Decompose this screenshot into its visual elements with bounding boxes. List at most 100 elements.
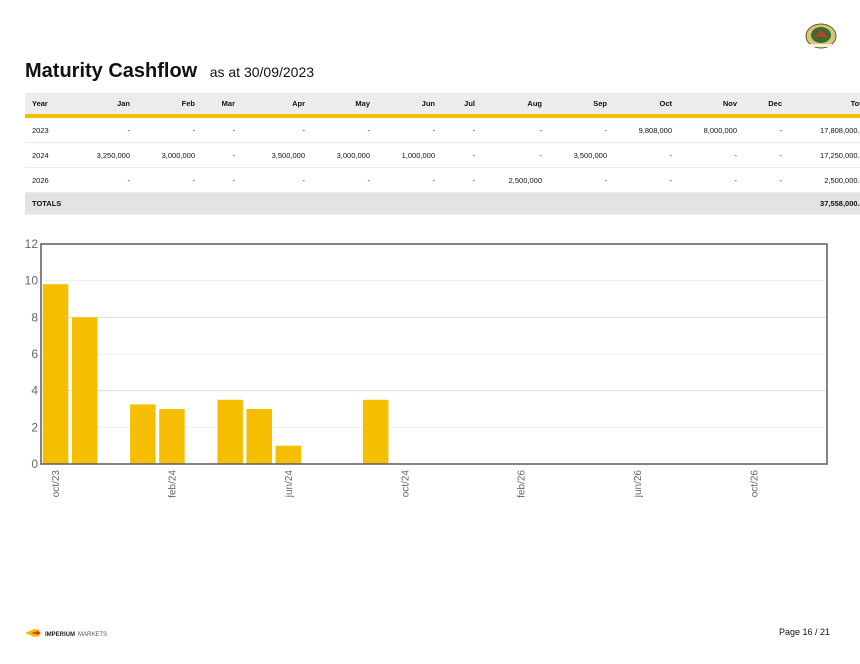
chart-bars	[42, 284, 389, 464]
table-cell: -	[377, 167, 442, 193]
table-cell: 1,000,000	[377, 142, 442, 168]
x-tick-label: feb/26	[517, 470, 528, 498]
table-cell: 2,500,000.00	[789, 167, 860, 193]
maturity-table: Year Jan Feb Mar Apr May Jun Jul Aug Sep Oct Nov Dec…	[25, 93, 860, 215]
table-cell: 2,500,000	[482, 167, 549, 193]
y-tick-label: 6	[31, 347, 38, 361]
column-header: Jun	[377, 93, 442, 118]
column-header: Aug	[482, 93, 549, 118]
table-row: 2026-------2,500,000----2,500,000.00	[25, 167, 860, 193]
table-cell: 2024	[25, 142, 67, 168]
y-tick-label: 8	[31, 310, 38, 324]
x-tick-label: feb/24	[168, 470, 179, 498]
table-header-row: Year Jan Feb Mar Apr May Jun Jul Aug Sep Oct Nov Dec…	[25, 93, 860, 118]
totals-row: TOTALS 37,558,000.00	[25, 192, 860, 215]
column-header: Oct	[614, 93, 679, 118]
y-axis: 0 2 4 6 8 10 12	[25, 237, 39, 471]
table-cell: -	[614, 167, 679, 193]
x-tick-label: oct/24	[400, 470, 411, 498]
table-cell: -	[482, 142, 549, 168]
table-cell: 2023	[25, 116, 67, 143]
table-cell: -	[744, 142, 789, 168]
footer-brand-2: MARKETS	[78, 632, 107, 638]
table-cell: 3,500,000	[549, 142, 614, 168]
column-header: Feb	[137, 93, 202, 118]
x-tick-label: jun/24	[284, 470, 295, 499]
column-header: Year	[25, 93, 67, 118]
y-tick-label: 2	[31, 420, 38, 434]
totals-value: 37,558,000.00	[789, 192, 860, 215]
plot-frame	[40, 243, 828, 465]
table-cell: -	[549, 116, 614, 143]
table-cell: -	[137, 167, 202, 193]
table-cell: -	[744, 116, 789, 143]
table-row: 2023- - - - - - - - -9,808,000 8,000,000-17,808,0…	[25, 116, 860, 143]
footer-brand: IMPERIUM	[45, 632, 75, 638]
table-cell: -	[242, 116, 312, 143]
table-cell: -	[549, 167, 614, 193]
table-cell: -	[744, 167, 789, 193]
table-cell: -	[202, 167, 242, 193]
page-subtitle: as at 30/09/2023	[209, 64, 315, 80]
table-cell: 3,000,000	[312, 142, 377, 168]
table-cell: -	[679, 142, 744, 168]
column-header: May	[312, 93, 377, 118]
table-cell: 2026	[25, 167, 67, 193]
table-cell: -	[312, 167, 377, 193]
y-tick-label: 0	[31, 457, 38, 471]
table-cell: 17,250,000.00	[789, 142, 860, 168]
table-cell: 17,808,000.00	[789, 116, 860, 143]
bar	[217, 399, 243, 464]
bar	[246, 409, 272, 464]
x-tick-label: jun/26	[633, 470, 644, 499]
table-cell: -	[442, 142, 482, 168]
table-cell: -	[202, 142, 242, 168]
bar	[42, 284, 69, 464]
table-cell: 9,808,000	[614, 116, 679, 143]
column-header: Apr	[242, 93, 312, 118]
totals-spacer	[67, 192, 789, 215]
table-cell: -	[242, 167, 312, 193]
table-cell: 3,250,000	[67, 142, 137, 168]
table-cell: -	[67, 167, 137, 193]
council-seal-logo	[805, 23, 837, 49]
x-tick-label: oct/23	[51, 470, 62, 498]
bar	[362, 399, 389, 464]
y-tick-label: 4	[31, 384, 38, 398]
y-tick-label: 12	[25, 237, 39, 251]
page-title-row: Maturity Cashflow as at 30/09/2023	[25, 60, 314, 83]
column-header: Jan	[67, 93, 137, 118]
totals-label: TOTALS	[25, 192, 67, 215]
column-header: Total	[789, 93, 860, 118]
table-cell: -	[614, 142, 679, 168]
x-axis: oct/23 feb/24 jun/24 oct/24 feb/26 jun/26 oct/…	[51, 470, 761, 499]
table-cell: 3,500,000	[242, 142, 312, 168]
x-tick-label: oct/26	[750, 470, 761, 498]
table-cell: 3,000,000	[137, 142, 202, 168]
bar	[130, 404, 156, 464]
page-number: Page 16 / 21	[778, 627, 830, 637]
column-header: Nov	[679, 93, 744, 118]
column-header: Dec	[744, 93, 789, 118]
bar	[275, 445, 302, 464]
bar	[159, 409, 185, 464]
table-cell: -	[377, 116, 442, 143]
imperium-markets-logo: IMPERIUM MARKETS	[25, 626, 125, 644]
column-header: Mar	[202, 93, 242, 118]
table-cell: -	[482, 116, 549, 143]
table-cell: -	[67, 116, 137, 143]
table-cell: -	[442, 167, 482, 193]
y-tick-label: 10	[25, 274, 39, 288]
table-cell: 8,000,000	[679, 116, 744, 143]
table-cell: -	[312, 116, 377, 143]
bar	[71, 317, 98, 464]
column-header: Jul	[442, 93, 482, 118]
table-row: 2024 3,250,000 3,000,000-3,500,000 3,000,00…	[25, 142, 860, 168]
table-cell: -	[202, 116, 242, 143]
maturity-chart: 0 2 4 6 8 10 12 oct/23 feb/24 jun/24 oct/24 feb/26…	[25, 237, 828, 499]
table-cell: -	[679, 167, 744, 193]
column-header: Sep	[549, 93, 614, 118]
chart-grid	[41, 280, 827, 428]
page-title: Maturity Cashflow	[25, 60, 198, 82]
table-cell: -	[442, 116, 482, 143]
